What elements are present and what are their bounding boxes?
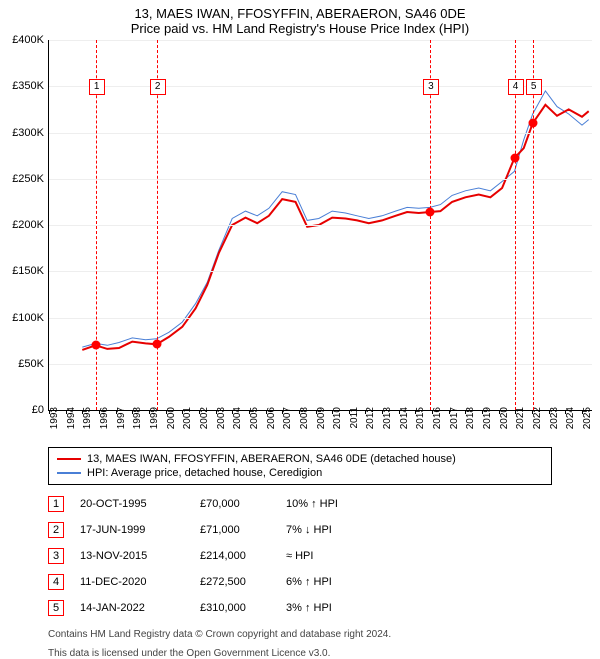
marker-line <box>96 40 97 410</box>
event-date: 13-NOV-2015 <box>80 550 200 562</box>
x-tick-label: 2003 <box>216 407 227 429</box>
marker-box: 3 <box>423 79 439 95</box>
event-delta: 7% ↓ HPI <box>286 524 406 536</box>
y-tick-label: £250K <box>2 173 44 185</box>
x-tick-label: 1999 <box>149 407 160 429</box>
chart-subtitle: Price paid vs. HM Land Registry's House … <box>0 21 600 40</box>
x-tick-label: 2005 <box>249 407 260 429</box>
event-number-box: 4 <box>48 574 64 590</box>
event-row: 3 13-NOV-2015£214,000≈ HPI <box>48 543 552 569</box>
x-tick-label: 2022 <box>532 407 543 429</box>
events-table: 1 20-OCT-1995£70,00010% ↑ HPI 2 17-JUN-1999… <box>48 491 552 621</box>
marker-line <box>430 40 431 410</box>
x-tick-label: 2020 <box>499 407 510 429</box>
y-tick-label: £300K <box>2 127 44 139</box>
event-date: 17-JUN-1999 <box>80 524 200 536</box>
legend-swatch <box>57 472 81 474</box>
event-date: 11-DEC-2020 <box>80 576 200 588</box>
marker-box: 1 <box>89 79 105 95</box>
x-tick-label: 2006 <box>266 407 277 429</box>
marker-dot <box>510 153 519 162</box>
marker-dot <box>91 341 100 350</box>
y-tick-label: £0 <box>2 404 44 416</box>
marker-box: 4 <box>508 79 524 95</box>
x-tick-label: 2017 <box>449 407 460 429</box>
x-tick-label: 2025 <box>582 407 593 429</box>
x-tick-label: 1993 <box>49 407 60 429</box>
series-line <box>82 91 588 347</box>
marker-dot <box>528 119 537 128</box>
x-tick-label: 2008 <box>299 407 310 429</box>
legend-swatch <box>57 458 81 460</box>
legend-label: HPI: Average price, detached house, Cere… <box>87 467 322 479</box>
y-tick-label: £200K <box>2 219 44 231</box>
y-tick-label: £150K <box>2 265 44 277</box>
x-tick-label: 2016 <box>432 407 443 429</box>
event-price: £214,000 <box>200 550 286 562</box>
x-tick-label: 1997 <box>116 407 127 429</box>
event-delta: 3% ↑ HPI <box>286 602 406 614</box>
legend-row: HPI: Average price, detached house, Cere… <box>57 466 543 480</box>
x-tick-label: 2004 <box>232 407 243 429</box>
x-tick-label: 2001 <box>182 407 193 429</box>
marker-box: 5 <box>526 79 542 95</box>
x-tick-label: 2023 <box>549 407 560 429</box>
event-delta: ≈ HPI <box>286 550 406 562</box>
x-tick-label: 1994 <box>66 407 77 429</box>
event-number-box: 1 <box>48 496 64 512</box>
marker-dot <box>425 208 434 217</box>
event-row: 5 14-JAN-2022£310,0003% ↑ HPI <box>48 595 552 621</box>
event-number-box: 3 <box>48 548 64 564</box>
x-tick-label: 2014 <box>399 407 410 429</box>
event-delta: 6% ↑ HPI <box>286 576 406 588</box>
legend-row: 13, MAES IWAN, FFOSYFFIN, ABERAERON, SA4… <box>57 452 543 466</box>
event-delta: 10% ↑ HPI <box>286 498 406 510</box>
y-tick-label: £400K <box>2 34 44 46</box>
event-price: £71,000 <box>200 524 286 536</box>
event-price: £70,000 <box>200 498 286 510</box>
marker-box: 2 <box>150 79 166 95</box>
x-tick-label: 1996 <box>99 407 110 429</box>
legend-label: 13, MAES IWAN, FFOSYFFIN, ABERAERON, SA4… <box>87 453 456 465</box>
x-tick-label: 2002 <box>199 407 210 429</box>
x-tick-label: 2000 <box>166 407 177 429</box>
x-tick-label: 1995 <box>82 407 93 429</box>
event-row: 4 11-DEC-2020£272,5006% ↑ HPI <box>48 569 552 595</box>
event-date: 14-JAN-2022 <box>80 602 200 614</box>
x-tick-label: 2009 <box>316 407 327 429</box>
event-number-box: 2 <box>48 522 64 538</box>
marker-line <box>515 40 516 410</box>
x-tick-label: 2010 <box>332 407 343 429</box>
marker-dot <box>152 340 161 349</box>
footer-line-1: Contains HM Land Registry data © Crown c… <box>48 629 552 640</box>
event-number-box: 5 <box>48 600 64 616</box>
x-tick-label: 2021 <box>515 407 526 429</box>
x-tick-label: 2011 <box>349 407 360 429</box>
marker-line <box>533 40 534 410</box>
marker-line <box>157 40 158 410</box>
x-tick-label: 2018 <box>465 407 476 429</box>
x-tick-label: 2019 <box>482 407 493 429</box>
chart-title: 13, MAES IWAN, FFOSYFFIN, ABERAERON, SA4… <box>0 0 600 21</box>
x-tick-label: 2013 <box>382 407 393 429</box>
x-tick-label: 1998 <box>132 407 143 429</box>
event-row: 1 20-OCT-1995£70,00010% ↑ HPI <box>48 491 552 517</box>
x-tick-label: 2015 <box>415 407 426 429</box>
y-tick-label: £50K <box>2 358 44 370</box>
event-price: £272,500 <box>200 576 286 588</box>
legend: 13, MAES IWAN, FFOSYFFIN, ABERAERON, SA4… <box>48 447 552 485</box>
x-tick-label: 2012 <box>365 407 376 429</box>
event-date: 20-OCT-1995 <box>80 498 200 510</box>
event-row: 2 17-JUN-1999£71,0007% ↓ HPI <box>48 517 552 543</box>
series-line <box>82 105 588 350</box>
chart-area: £0£50K£100K£150K£200K£250K£300K£350K£400… <box>48 40 592 411</box>
y-tick-label: £350K <box>2 80 44 92</box>
x-tick-label: 2007 <box>282 407 293 429</box>
event-price: £310,000 <box>200 602 286 614</box>
y-tick-label: £100K <box>2 312 44 324</box>
x-tick-label: 2024 <box>565 407 576 429</box>
